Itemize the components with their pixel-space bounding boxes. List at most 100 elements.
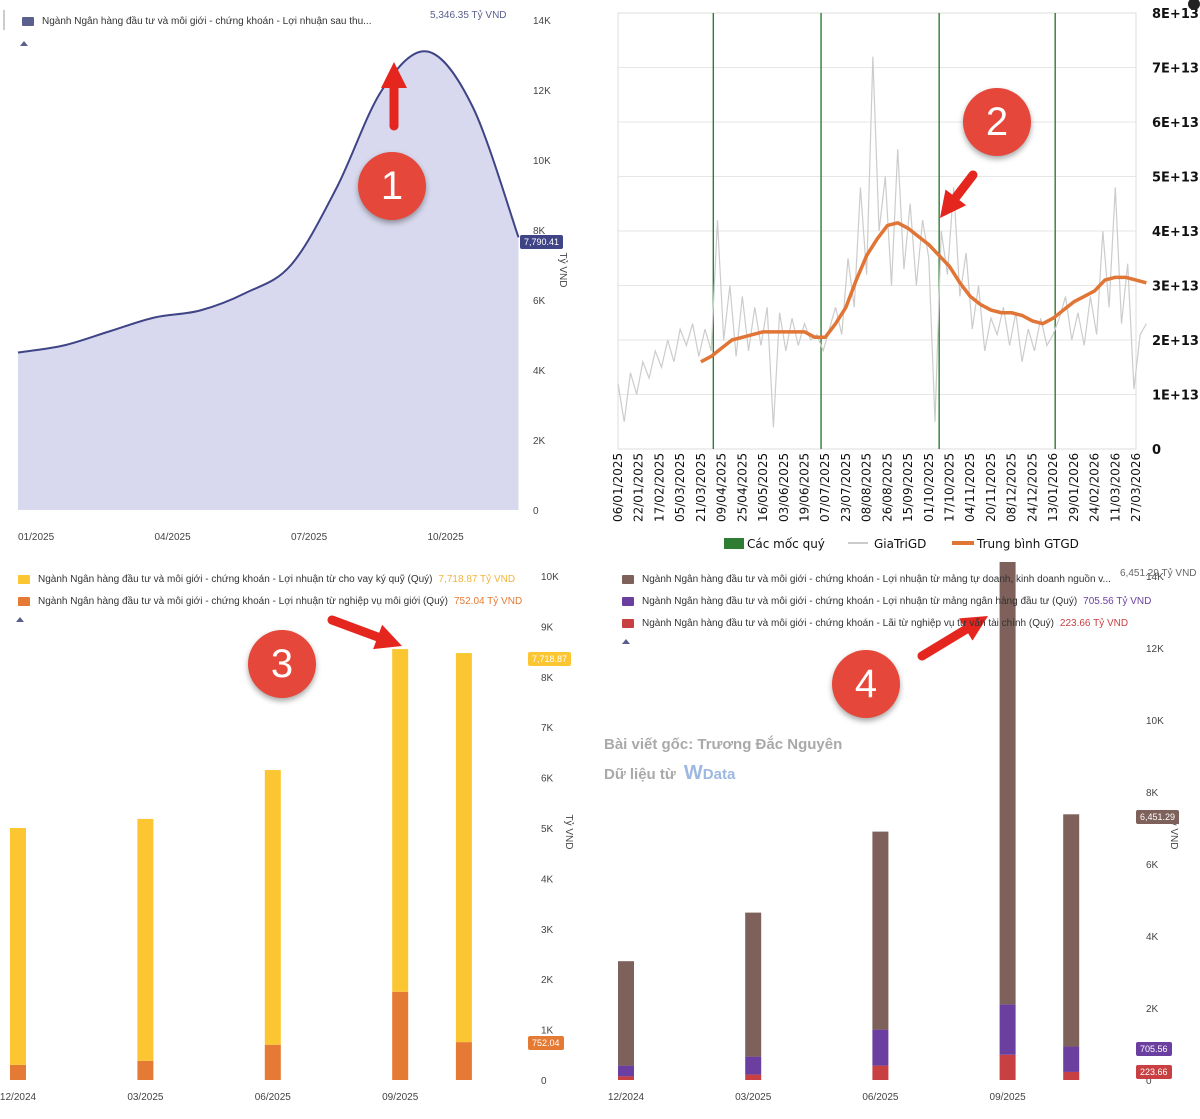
y-tick-label: 3K — [541, 925, 554, 936]
chart-panel-2: 0 1E+13 2E+13 3E+13 4E+13 5E+13 6E+13 7E+13 8E+1… — [596, 0, 1200, 560]
legend-swatch — [724, 538, 744, 549]
legend-value: 223.66 Tỷ VND — [1059, 618, 1129, 629]
y-tick-label: 5E+13 — [1152, 171, 1199, 186]
arrow-down-left — [940, 189, 967, 218]
watermark-source-label: Dữ liệu từ — [604, 766, 676, 783]
x-tick-label: 10/2025 — [428, 532, 465, 543]
y-tick-label: 8E+13 — [1152, 7, 1199, 22]
y-tick-label: 6K — [1146, 860, 1159, 871]
collapse-up-icon[interactable] — [622, 639, 630, 644]
x-tick-label: 27/03/2026 — [1129, 453, 1143, 522]
x-tick-label: 04/11/2025 — [963, 453, 977, 522]
legend-item[interactable]: Ngành Ngân hàng đầu tư và môi giới - chứ… — [18, 596, 522, 607]
legend-item[interactable]: Ngành Ngân hàng đầu tư và môi giới - chứ… — [18, 574, 515, 585]
bar-segment — [10, 1064, 26, 1080]
x-tick-label: 22/01/2025 — [632, 453, 646, 522]
chart-panel-3: 0 1K 2K 3K 4K 5K 6K 7K 8K 9K 10K 12/2024 03/2025 06/2… — [0, 562, 594, 1119]
area-chart: 0 2K 4K 6K 8K 10K 12K 14K 01/2025 04/2025 07/2025 1… — [3, 10, 569, 543]
last-value-tag: 7,790.41 — [520, 235, 564, 249]
y-axis-label: Tỷ VND — [557, 253, 569, 288]
bar-segment — [10, 828, 26, 1065]
last-value-tag: 7,718.87 — [528, 652, 572, 666]
legend-swatch — [22, 17, 34, 26]
x-tick-label: 08/12/2025 — [1005, 453, 1019, 522]
x-tick-label: 03/2025 — [127, 1092, 164, 1103]
bar-segment — [392, 649, 409, 992]
x-tick-label: 01/10/2025 — [922, 453, 936, 522]
watermark-author: Bài viết gốc: Trương Đắc Nguyên — [604, 736, 843, 753]
y-tick-label: 12K — [1146, 644, 1164, 655]
badge-3: 3 — [248, 630, 316, 698]
bar-segment — [1063, 1046, 1080, 1072]
bar-segment — [999, 1054, 1016, 1080]
x-tick-label: 03/2025 — [735, 1092, 772, 1103]
y-tick-label: 12K — [533, 86, 551, 97]
collapse-up-icon[interactable] — [16, 617, 24, 622]
series-GiaTriGD — [617, 56, 1147, 428]
legend-item[interactable]: Ngành Ngân hàng đầu tư và môi giới - chứ… — [622, 618, 1128, 629]
x-tick-label: 07/2025 — [291, 532, 328, 543]
legend-swatch — [18, 575, 30, 584]
y-tick-label: 2K — [541, 975, 554, 986]
y-tick-label: 0 — [1146, 1076, 1152, 1087]
last-value-tag: 705.56 — [1136, 1042, 1172, 1056]
x-tick-label: 06/2025 — [255, 1092, 292, 1103]
x-tick-label: 07/07/2025 — [818, 453, 832, 522]
arrow-down-left-shaft — [951, 170, 978, 202]
legend-value: 752.04 Tỷ VND — [453, 596, 523, 607]
x-tick-label: 13/01/2026 — [1046, 453, 1060, 522]
bar-segment — [745, 1074, 762, 1080]
x-tick-label: 01/2025 — [18, 532, 55, 543]
wdata-logo-icon: W — [683, 762, 703, 784]
y-tick-label: 4K — [1146, 932, 1159, 943]
bar-segment — [137, 818, 154, 1061]
legend-item[interactable]: Ngành Ngân hàng đầu tư và môi giới - chứ… — [22, 16, 371, 27]
bar-segment — [745, 1056, 762, 1075]
bar-segment — [872, 1029, 889, 1066]
x-tick-label: 09/04/2025 — [715, 453, 729, 522]
last-value-tag: 752.04 — [528, 1036, 564, 1050]
y-tick-label: 3E+13 — [1152, 280, 1199, 295]
x-tick-label: 15/09/2025 — [901, 453, 915, 522]
y-tick-label: 2K — [533, 436, 546, 447]
bar-segment — [264, 770, 281, 1045]
bar-segment — [392, 991, 409, 1080]
y-tick-label: 2K — [1146, 1004, 1159, 1015]
series-line — [17, 50, 520, 354]
legend-item[interactable]: Ngành Ngân hàng đầu tư và môi giới - chứ… — [622, 596, 1151, 607]
x-tick-label: 20/11/2025 — [984, 453, 998, 522]
y-tick-label: 6K — [541, 774, 554, 785]
arrow-up-right-shaft — [917, 624, 971, 661]
legend-value: 7,718.87 Tỷ VND — [438, 574, 516, 585]
series-trung-binh-GTGD — [700, 221, 1147, 364]
x-tick-label: 26/08/2025 — [880, 453, 894, 522]
bar-segment — [618, 1076, 634, 1080]
legend-label: Trung bình GTGD — [976, 537, 1079, 551]
legend-item[interactable]: Ngành Ngân hàng đầu tư và môi giới - chứ… — [622, 574, 1111, 585]
x-tick-label: 11/03/2026 — [1108, 453, 1122, 522]
collapse-up-icon[interactable] — [20, 41, 28, 46]
bar-segment — [1063, 1071, 1080, 1080]
x-tick-label: 17/02/2025 — [652, 453, 666, 522]
y-tick-label: 10K — [1146, 716, 1164, 727]
y-tick-label: 14K — [533, 16, 551, 27]
badge-1: 1 — [358, 152, 426, 220]
y-tick-label: 6K — [533, 296, 546, 307]
stacked-bar-chart: 0 1K 2K 3K 4K 5K 6K 7K 8K 9K 10K 12/2024 03/2025 06/2… — [0, 572, 575, 1103]
legend-value: 5,346.35 Tỷ VND — [430, 10, 507, 21]
legend-label: Ngành Ngân hàng đầu tư và môi giới - chứ… — [38, 596, 448, 607]
legend-label: Ngành Ngân hàng đầu tư và môi giới - chứ… — [38, 574, 433, 585]
y-tick-label: 8K — [541, 673, 554, 684]
y-tick-label: 4K — [541, 874, 554, 885]
last-value-tag: 223.66 — [1136, 1065, 1172, 1079]
bar-segment — [618, 961, 634, 1066]
y-tick-label: 1E+13 — [1152, 389, 1199, 404]
x-tick-label: 24/02/2026 — [1088, 453, 1102, 522]
y-tick-label: 14K — [1146, 572, 1164, 583]
x-tick-label: 06/01/2025 — [611, 453, 625, 522]
x-tick-label: 12/2024 — [0, 1092, 37, 1103]
bar-segment — [1063, 814, 1080, 1047]
y-tick-label: 2E+13 — [1152, 334, 1199, 349]
arrow-right — [373, 624, 402, 650]
y-tick-label: 0 — [533, 506, 539, 517]
